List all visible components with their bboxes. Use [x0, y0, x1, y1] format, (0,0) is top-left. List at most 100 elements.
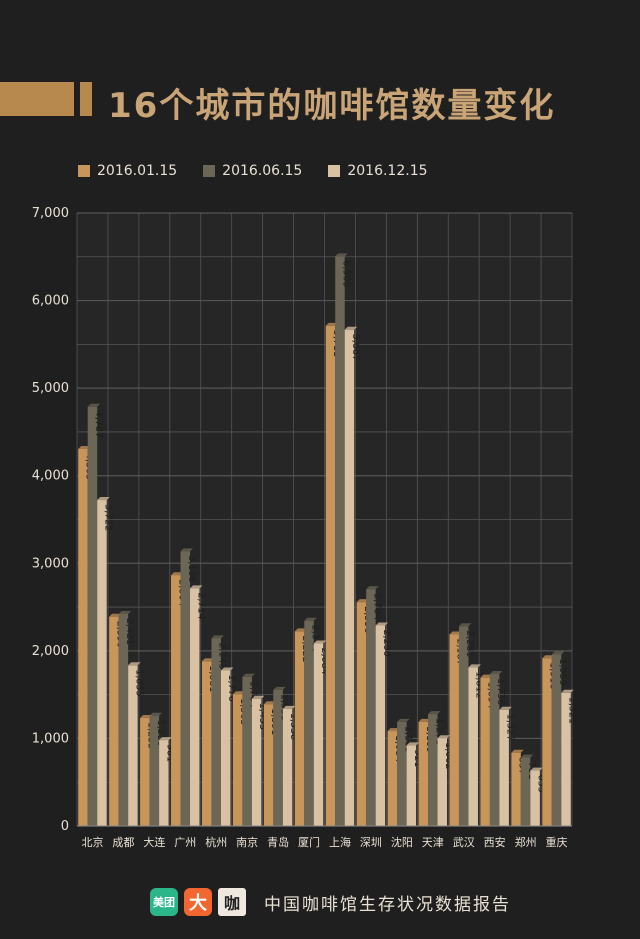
x-tick-label: 青岛	[267, 835, 289, 849]
bar-top	[387, 728, 401, 732]
bar	[242, 676, 252, 826]
bar	[180, 551, 191, 826]
bar	[201, 661, 212, 826]
x-tick-label: 郑州	[515, 835, 537, 849]
bar-top	[480, 674, 493, 678]
bar-top	[171, 572, 184, 576]
bar	[294, 631, 305, 826]
bar	[366, 589, 376, 826]
bar	[313, 643, 324, 826]
data-label: 5,667	[350, 334, 361, 361]
bar-top	[180, 548, 194, 552]
bar-top	[159, 737, 172, 741]
legend-item-series-3: 2016.12.15	[328, 163, 428, 179]
bar-top	[551, 651, 565, 655]
bar-top	[344, 326, 358, 330]
bar	[551, 654, 562, 826]
legend-item-series-1: 2016.01.15	[78, 163, 177, 179]
x-tick-label: 武汉	[453, 836, 475, 849]
bar-top	[201, 658, 215, 662]
bar-top	[418, 718, 432, 722]
data-label: 2,704	[371, 593, 382, 620]
bar-top	[232, 691, 246, 695]
data-label: 633	[536, 775, 547, 793]
x-tick-label: 南京	[236, 835, 258, 849]
bar-top	[190, 585, 203, 589]
legend-item-series-2: 2016.06.15	[203, 163, 302, 179]
bar	[397, 721, 407, 826]
bar	[542, 658, 552, 826]
bar	[159, 740, 169, 826]
data-label: 3,722	[102, 504, 113, 531]
bar-top	[499, 706, 512, 710]
x-tick-label: 成都	[112, 836, 134, 849]
data-label: 1,555	[279, 694, 290, 721]
bar-top	[375, 622, 389, 626]
data-label: 1,812	[474, 671, 485, 698]
data-label: 981	[164, 744, 175, 762]
legend: 2016.01.15 2016.06.15 2016.12.15	[78, 163, 428, 179]
bar-chart: 01,0002,0003,0004,0005,0006,0007,0004,30…	[32, 206, 578, 849]
bar	[520, 757, 531, 826]
kafei-logo: 咖	[218, 888, 246, 916]
bar-top	[149, 712, 163, 716]
bar	[128, 665, 138, 826]
bar	[480, 677, 490, 826]
bar-top	[458, 623, 472, 627]
bar	[171, 575, 181, 826]
bar-top	[118, 610, 132, 614]
bar	[325, 325, 336, 826]
x-tick-label: 杭州	[205, 835, 227, 849]
bar-top	[542, 655, 555, 659]
bar	[530, 770, 540, 826]
legend-label-series-3: 2016.12.15	[347, 163, 428, 179]
bar-top	[109, 613, 122, 617]
bar	[251, 698, 262, 826]
bar-top	[511, 749, 524, 753]
bar	[220, 670, 231, 826]
y-tick-label: 6,000	[32, 294, 69, 309]
bar-top	[437, 735, 451, 739]
bar-top	[313, 640, 327, 644]
x-tick-label: 天津	[422, 836, 444, 849]
bar-top	[449, 631, 462, 635]
bar	[356, 602, 367, 826]
chart-title: 16个城市的咖啡馆数量变化	[108, 86, 556, 126]
bar	[282, 708, 293, 826]
bar	[468, 667, 478, 826]
data-label: 921	[412, 749, 423, 767]
bar-top	[273, 686, 286, 690]
bar-top	[294, 628, 308, 632]
bar-top	[428, 711, 441, 715]
data-label: 6,505	[340, 260, 351, 287]
title-bar: 16个城市的咖啡馆数量变化	[0, 82, 600, 126]
data-label: 1,776	[226, 674, 237, 701]
data-label: 2,714	[195, 592, 206, 619]
bar-top	[220, 667, 234, 671]
bar	[263, 704, 274, 826]
legend-swatch-series-1	[78, 165, 90, 177]
bar-top	[282, 705, 296, 709]
y-tick-label: 3,000	[32, 556, 69, 571]
bar	[449, 634, 459, 826]
bar	[140, 718, 150, 826]
legend-label-series-1: 2016.01.15	[97, 163, 178, 179]
y-tick-label: 1,000	[32, 731, 69, 746]
y-tick-label: 4,000	[32, 469, 69, 484]
bar	[78, 449, 88, 826]
title-accent-stripe	[80, 82, 92, 116]
bar-top	[520, 754, 534, 758]
bar	[387, 731, 398, 826]
bar-top	[263, 701, 277, 705]
bar-top	[251, 695, 265, 699]
bar-top	[489, 670, 503, 674]
bar-top	[325, 322, 339, 326]
bar-top	[87, 403, 101, 407]
bar	[190, 588, 200, 826]
bar-top	[561, 689, 574, 693]
bar	[561, 692, 571, 826]
bar-top	[78, 446, 91, 450]
data-label: 4,787	[93, 411, 104, 438]
bar	[428, 714, 438, 826]
x-tick-label: 西安	[484, 835, 506, 849]
